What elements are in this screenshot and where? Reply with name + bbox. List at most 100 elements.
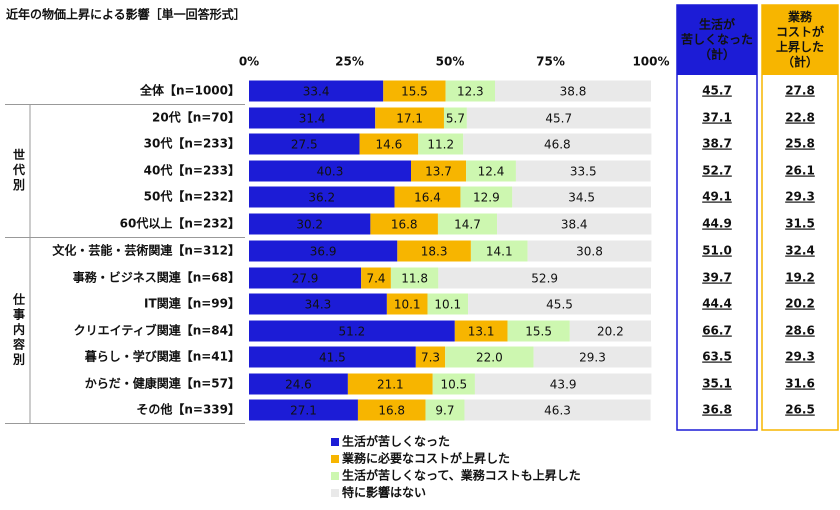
bar-segment — [249, 160, 412, 182]
category-label: その他【n=339】 — [136, 402, 240, 417]
bar-segment — [411, 160, 467, 182]
summary-header: 苦しくなった — [681, 32, 753, 47]
bar-segment — [466, 160, 516, 182]
data-label: 34.5 — [568, 191, 595, 205]
data-label: 17.1 — [396, 112, 423, 126]
data-label: 52.9 — [531, 272, 558, 286]
data-label: 21.1 — [377, 378, 404, 392]
data-label: 7.3 — [421, 351, 440, 365]
bar-segment — [427, 293, 469, 315]
data-label: 31.4 — [299, 112, 326, 126]
bar-segment — [370, 213, 438, 235]
legend-label: 生活が苦しくなって、業務コストも上昇した — [342, 468, 581, 483]
data-label: 14.7 — [454, 218, 481, 232]
bar-segment — [249, 213, 371, 235]
x-tick-label: 100% — [632, 55, 669, 69]
summary-value: 28.6 — [785, 324, 815, 338]
data-label: 13.7 — [425, 165, 452, 179]
category-label: 30代【n=233】 — [144, 136, 240, 151]
summary-value: 29.3 — [785, 190, 815, 204]
bar-segment — [249, 346, 416, 368]
summary-value: 63.5 — [702, 350, 732, 364]
summary-value: 44.9 — [702, 217, 732, 231]
summary-value: 27.8 — [785, 84, 815, 98]
x-tick-label: 75% — [536, 55, 565, 69]
data-label: 43.9 — [550, 378, 577, 392]
bar-segment — [464, 399, 651, 421]
bar-segment — [497, 213, 652, 235]
category-label: 文化・芸能・芸術関連【n=312】 — [52, 243, 240, 258]
summary-header: （計） — [782, 54, 818, 69]
data-label: 33.5 — [570, 165, 597, 179]
category-label: クリエイティブ関連【n=84】 — [74, 323, 240, 338]
data-label: 12.4 — [478, 165, 505, 179]
bar-segment — [418, 133, 464, 155]
category-label: 60代以上【n=232】 — [120, 216, 240, 231]
summary-header: 上昇した — [776, 39, 824, 54]
data-label: 16.8 — [391, 218, 418, 232]
bar-segment — [445, 346, 534, 368]
summary-header: コストが — [776, 24, 824, 39]
data-label: 7.4 — [366, 272, 385, 286]
bar-segment — [249, 373, 348, 395]
summary-value: 44.4 — [702, 297, 732, 311]
data-label: 11.8 — [401, 272, 428, 286]
data-label: 33.4 — [303, 85, 330, 99]
data-label: 36.2 — [308, 191, 335, 205]
summary-value: 49.1 — [702, 190, 732, 204]
data-label: 29.3 — [579, 351, 606, 365]
legend-swatch — [331, 438, 339, 446]
data-label: 36.9 — [310, 245, 337, 259]
summary-value: 51.0 — [702, 244, 732, 258]
data-label: 5.7 — [446, 112, 465, 126]
bar-segment — [527, 240, 652, 262]
legend-swatch — [331, 455, 339, 463]
data-label: 45.7 — [545, 112, 572, 126]
bar-segment — [357, 399, 426, 421]
category-label: 事務・ビジネス関連【n=68】 — [73, 270, 240, 285]
bar-segment — [468, 293, 651, 315]
data-label: 10.1 — [394, 298, 421, 312]
summary-value: 26.5 — [785, 403, 815, 417]
x-tick-label: 50% — [436, 55, 465, 69]
data-label: 18.3 — [421, 245, 448, 259]
category-label: 40代【n=233】 — [144, 163, 240, 178]
data-label: 9.7 — [435, 404, 454, 418]
bar-segment — [359, 133, 419, 155]
legend-label: 業務に必要なコストが上昇した — [341, 451, 510, 466]
bar-segment — [397, 240, 471, 262]
summary-value: 22.8 — [785, 111, 815, 125]
summary-value: 35.1 — [702, 377, 732, 391]
bar-segment — [515, 160, 651, 182]
summary-value: 20.2 — [785, 297, 815, 311]
bar-segment — [466, 107, 651, 129]
data-label: 40.3 — [317, 165, 344, 179]
bar-segment — [445, 80, 496, 102]
group-label: 世代別 — [12, 147, 26, 193]
data-label: 45.5 — [546, 298, 573, 312]
bar-segment — [460, 186, 513, 208]
data-label: 30.8 — [576, 245, 603, 259]
data-label: 16.4 — [414, 191, 441, 205]
summary-value: 25.8 — [785, 137, 815, 151]
summary-header: 業務 — [787, 9, 813, 24]
bar-segment — [507, 320, 570, 342]
summary-value: 38.7 — [702, 137, 732, 151]
data-label: 15.5 — [525, 325, 552, 339]
category-label: からだ・健康関連【n=57】 — [85, 376, 240, 391]
summary-value: 19.2 — [785, 271, 815, 285]
bar-segment — [533, 346, 652, 368]
summary-header-bg — [677, 5, 757, 75]
data-label: 22.0 — [476, 351, 503, 365]
bar-segment — [438, 267, 651, 289]
group-label: 仕事内容別 — [12, 292, 26, 368]
bar-segment — [425, 399, 465, 421]
bar-segment — [249, 240, 398, 262]
data-label: 34.3 — [305, 298, 332, 312]
x-tick-label: 25% — [335, 55, 364, 69]
summary-value: 45.7 — [702, 84, 732, 98]
summary-header: （計） — [699, 47, 735, 62]
bar-segment — [454, 320, 508, 342]
summary-value: 52.7 — [702, 164, 732, 178]
